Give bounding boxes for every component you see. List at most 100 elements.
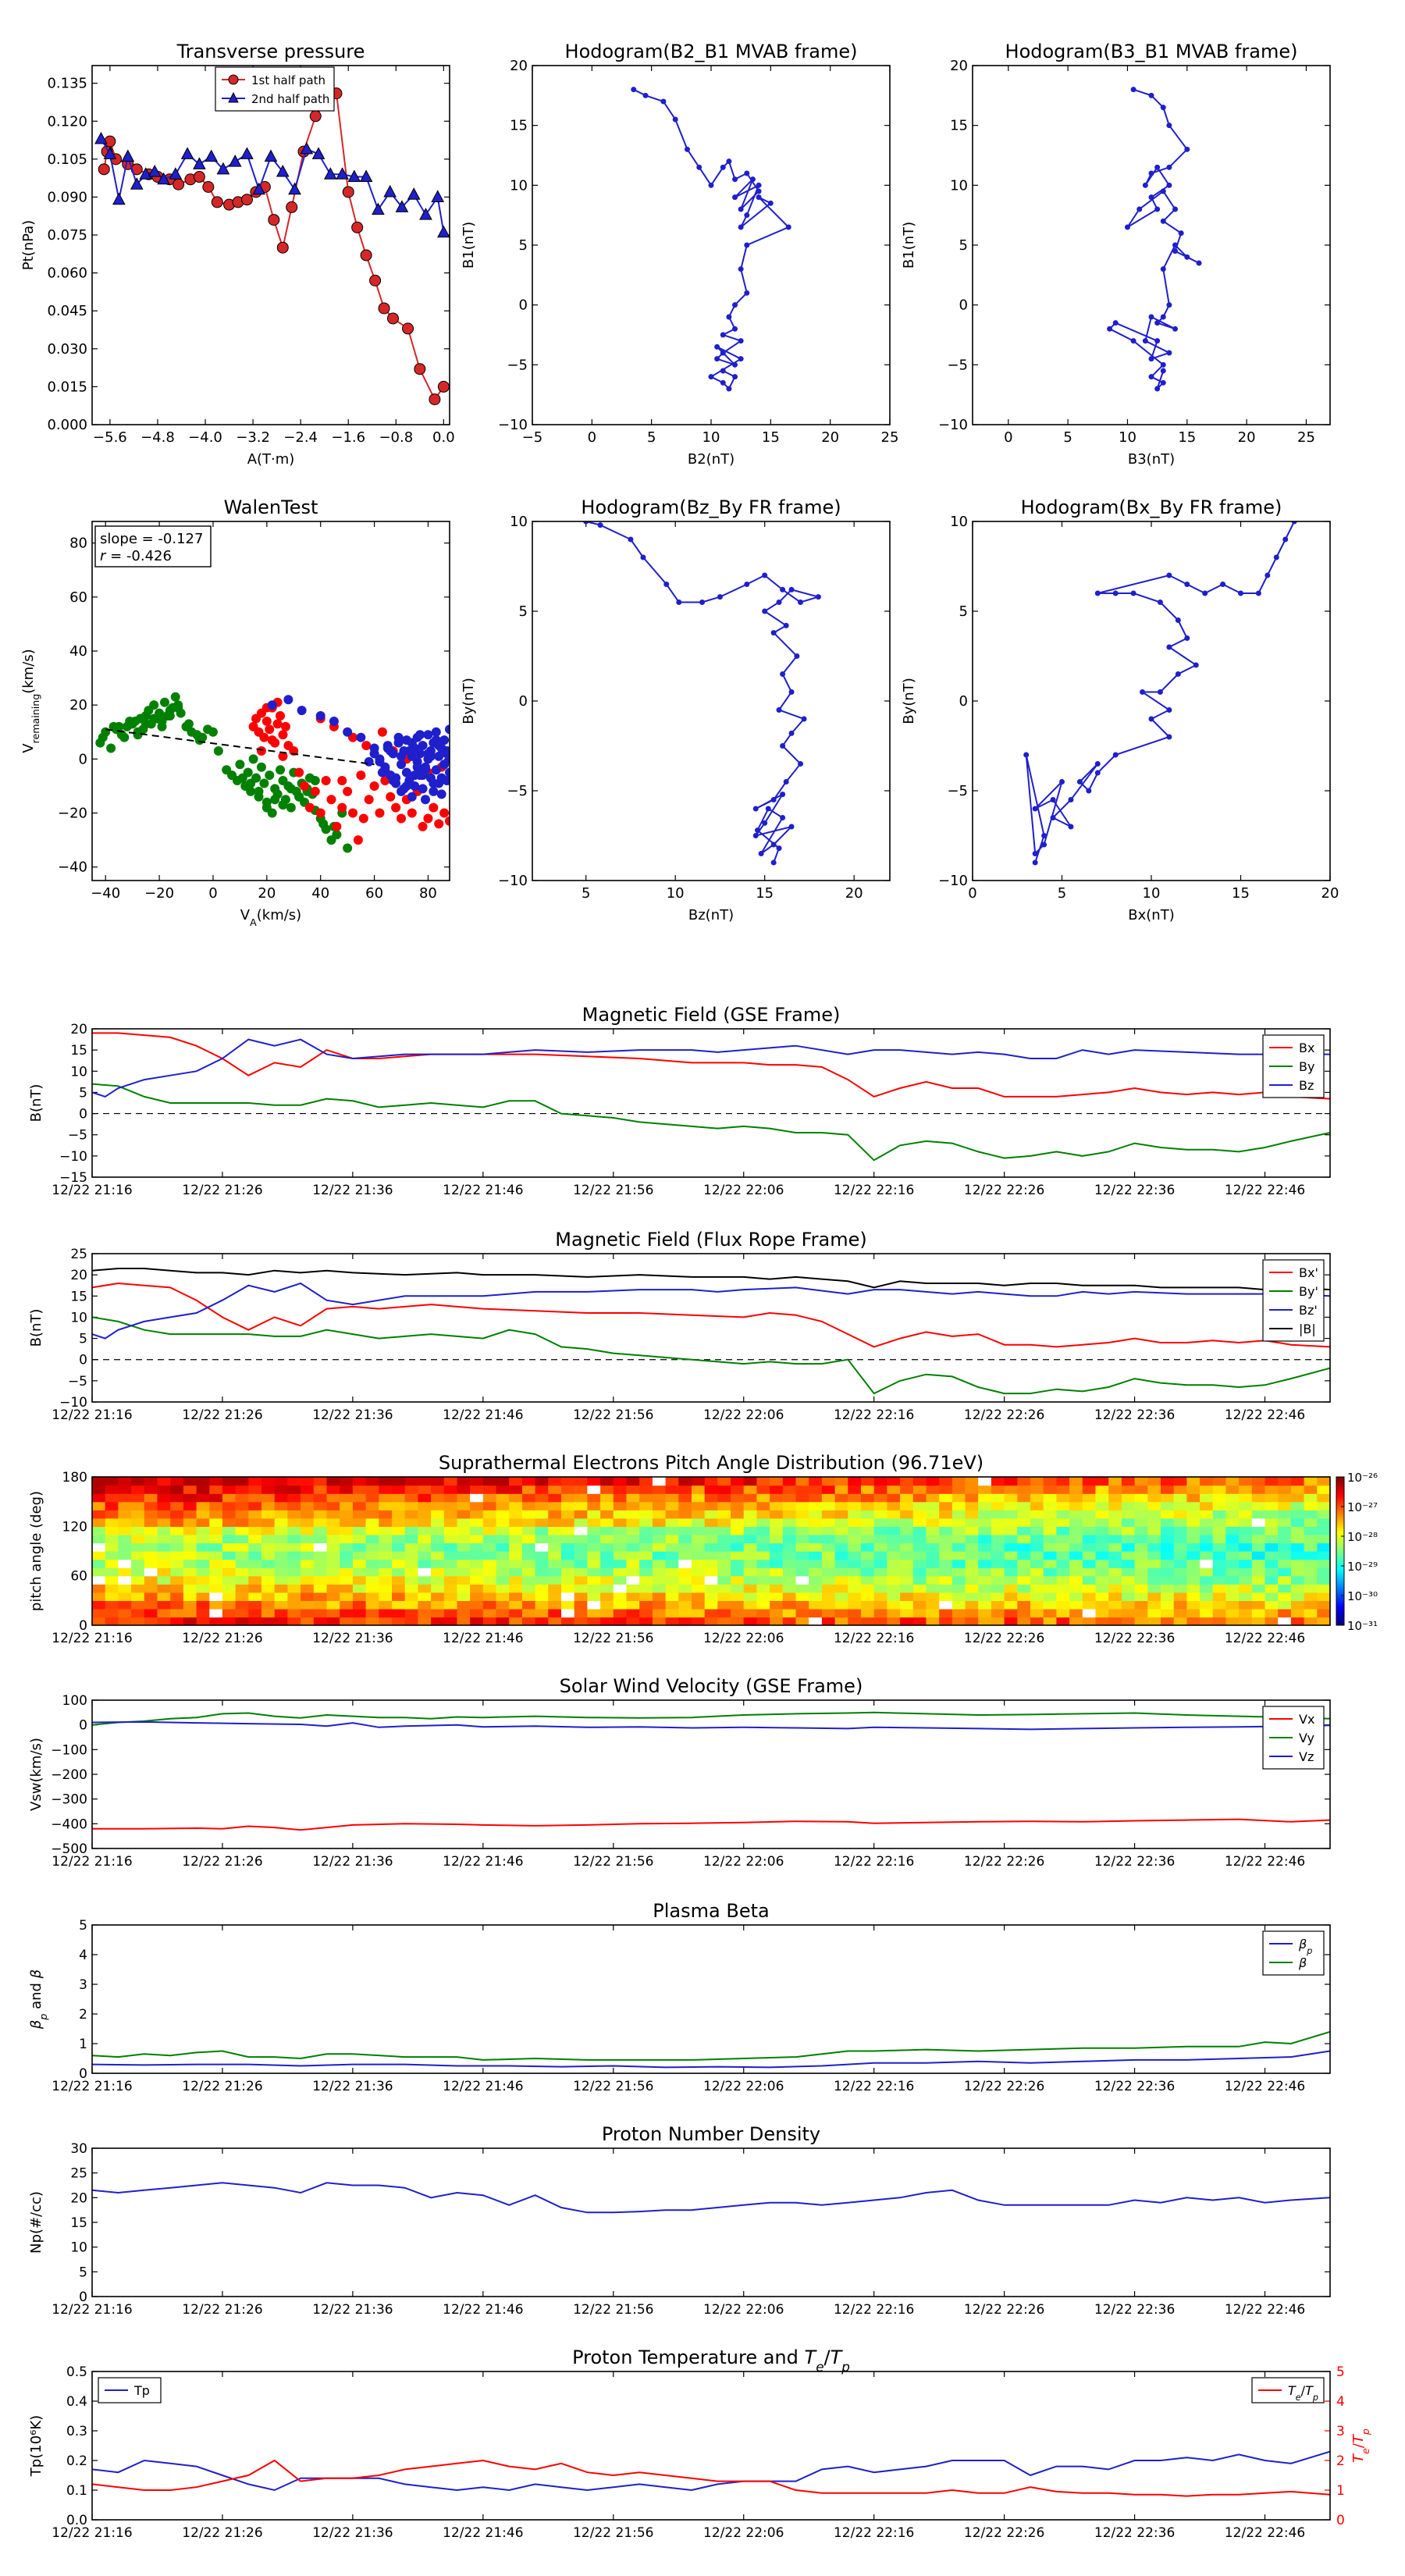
heatmap-cell xyxy=(209,1517,223,1527)
data-point xyxy=(1148,314,1154,320)
series-line-0 xyxy=(92,1032,1330,1100)
heatmap-cell xyxy=(313,1510,328,1519)
y-axis-label: B1(nT) xyxy=(461,222,477,269)
heatmap-cell xyxy=(496,1567,510,1577)
heatmap-cell xyxy=(404,1493,418,1503)
data-point xyxy=(149,713,159,724)
data-point xyxy=(684,146,690,152)
heatmap-cell xyxy=(561,1584,575,1593)
heatmap-cell xyxy=(731,1559,745,1568)
heatmap-cell xyxy=(431,1534,445,1544)
heatmap-cell xyxy=(196,1592,210,1601)
heatmap-cell xyxy=(548,1551,562,1560)
data-point xyxy=(337,802,347,813)
heatmap-cell xyxy=(861,1526,875,1535)
data-point xyxy=(794,653,800,659)
x-tick-label: 12/22 21:36 xyxy=(312,1407,393,1423)
heatmap-cell xyxy=(873,1592,887,1601)
heatmap-cell xyxy=(873,1567,887,1577)
heatmap-cell xyxy=(652,1559,667,1568)
heatmap-cell xyxy=(1147,1485,1161,1494)
heatmap-cell xyxy=(1212,1600,1226,1610)
heatmap-cell xyxy=(704,1517,718,1527)
heatmap-cell xyxy=(1173,1592,1187,1601)
heatmap-cell xyxy=(105,1477,119,1486)
heatmap-cell xyxy=(939,1559,953,1568)
heatmap-cell xyxy=(678,1584,692,1593)
heatmap-cell xyxy=(548,1542,562,1552)
heatmap-cell xyxy=(1278,1510,1292,1519)
heatmap-cell xyxy=(926,1584,940,1593)
data-point xyxy=(133,727,143,737)
heatmap-cell xyxy=(951,1584,966,1593)
data-point xyxy=(378,302,390,315)
heatmap-cell xyxy=(665,1534,679,1544)
heatmap-cell xyxy=(887,1477,901,1486)
heatmap-cell xyxy=(196,1477,210,1486)
heatmap-cell xyxy=(144,1485,158,1494)
data-point xyxy=(676,600,682,605)
heatmap-cell xyxy=(379,1526,393,1535)
heatmap-cell xyxy=(561,1575,575,1585)
heatmap-cell xyxy=(235,1493,249,1503)
heatmap-cell xyxy=(795,1517,809,1527)
heatmap-cell xyxy=(613,1493,628,1503)
heatmap-cell xyxy=(261,1501,276,1510)
heatmap-cell xyxy=(521,1517,536,1527)
data-point xyxy=(112,192,126,205)
heatmap-cell xyxy=(926,1600,940,1610)
heatmap-cell xyxy=(1186,1600,1200,1610)
heatmap-cell xyxy=(1239,1501,1253,1510)
heatmap-cell xyxy=(795,1592,809,1601)
heatmap-cell xyxy=(717,1477,731,1486)
heatmap-cell xyxy=(613,1485,628,1494)
y-tick-label: 120 xyxy=(62,1519,87,1535)
heatmap-cell xyxy=(1121,1493,1136,1503)
heatmap-cell xyxy=(652,1501,667,1510)
heatmap-cell xyxy=(704,1526,718,1535)
data-point xyxy=(640,554,646,560)
heatmap-cell xyxy=(939,1600,953,1610)
heatmap-cell xyxy=(1304,1534,1318,1544)
data-point xyxy=(1142,338,1148,344)
data-point xyxy=(125,716,135,726)
heatmap-cell xyxy=(105,1600,119,1610)
heatmap-cell xyxy=(692,1608,706,1618)
heatmap-cell xyxy=(717,1575,731,1585)
heatmap-cell xyxy=(926,1501,940,1510)
heatmap-cell xyxy=(887,1592,901,1601)
series-line-0 xyxy=(1025,521,1296,863)
heatmap-cell xyxy=(183,1477,197,1486)
heatmap-cell xyxy=(92,1608,106,1618)
heatmap-cell xyxy=(965,1510,979,1519)
heatmap-cell xyxy=(170,1501,184,1510)
heatmap-cell xyxy=(652,1510,667,1519)
heatmap-cell xyxy=(770,1493,784,1503)
heatmap-cell xyxy=(809,1534,823,1544)
data-point xyxy=(1112,752,1119,758)
heatmap-cell xyxy=(313,1542,328,1552)
heatmap-cell xyxy=(365,1592,379,1601)
heatmap-cell xyxy=(92,1493,106,1503)
y-axis-label: B(nT) xyxy=(28,1309,44,1347)
data-point xyxy=(388,776,398,786)
heatmap-cell xyxy=(131,1559,145,1568)
data-point xyxy=(294,767,304,777)
heatmap-cell xyxy=(600,1526,614,1535)
data-point xyxy=(1124,224,1130,230)
data-point xyxy=(770,797,777,802)
heatmap-cell xyxy=(770,1592,784,1601)
heatmap-cell xyxy=(287,1517,301,1527)
plot-frame xyxy=(91,1028,1331,1178)
heatmap-cell xyxy=(1225,1551,1240,1560)
series-line-0 xyxy=(92,2450,1330,2492)
heatmap-cell xyxy=(717,1510,731,1519)
heatmap-cell xyxy=(418,1485,432,1494)
heatmap-cell xyxy=(1225,1493,1240,1503)
heatmap-cell xyxy=(795,1608,809,1618)
data-point xyxy=(752,833,759,838)
heatmap-cell xyxy=(1017,1584,1031,1593)
heatmap-cell xyxy=(1264,1526,1279,1535)
data-point xyxy=(276,765,286,775)
